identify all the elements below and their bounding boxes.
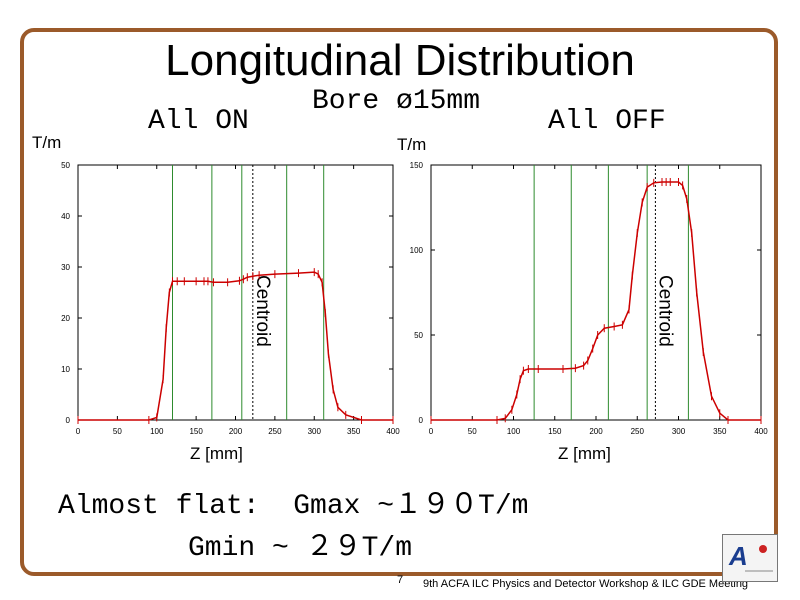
slide-title: Longitudinal Distribution — [165, 36, 635, 85]
footer-text: 9th ACFA ILC Physics and Detector Worksh… — [423, 578, 749, 590]
left-xtick-label: 100 — [150, 427, 164, 436]
left-xtick-label: 150 — [189, 427, 203, 436]
right-chart: 0 50 100 150 0 50 100 150 200 250 300 350 400 Centroi… — [410, 161, 769, 436]
summary-line-1: Almost flat: Gmax ~１９０T/m — [58, 491, 529, 522]
summary-line-2: Gmin ~ ２９T/m — [188, 533, 413, 564]
right-ytick-label: 100 — [410, 246, 424, 255]
right-xtick-label: 0 — [429, 427, 434, 436]
right-ytick-label: 50 — [414, 331, 423, 340]
page-number: 7 — [397, 574, 404, 586]
label-all-off: All OFF — [548, 106, 666, 137]
left-xtick-label: 300 — [308, 427, 322, 436]
right-xtick-label: 200 — [589, 427, 603, 436]
left-centroid-label: Centroid — [252, 275, 273, 347]
left-xtick-label: 0 — [76, 427, 81, 436]
left-ytick-label: 10 — [61, 365, 70, 374]
right-chart-xlabel: Z [mm] — [558, 444, 611, 463]
right-xtick-label: 350 — [713, 427, 727, 436]
left-ytick-label: 30 — [61, 263, 70, 272]
left-ytick-label: 0 — [66, 416, 71, 425]
left-xtick-label: 50 — [113, 427, 122, 436]
right-xtick-label: 150 — [548, 427, 562, 436]
left-xtick-label: 350 — [347, 427, 361, 436]
left-series-line — [78, 271, 393, 421]
left-chart: 0 10 20 30 40 50 0 50 100 150 200 250 300 350 400 Centr… — [61, 161, 400, 436]
acfa-logo: A — [722, 534, 778, 582]
right-series-line — [431, 181, 761, 421]
svg-text:A: A — [728, 541, 748, 571]
right-ytick-label: 150 — [410, 161, 424, 170]
right-xtick-label: 250 — [631, 427, 645, 436]
right-xtick-label: 300 — [672, 427, 686, 436]
left-plot-frame — [77, 164, 394, 421]
right-ytick-label: 0 — [419, 416, 424, 425]
right-xtick-label: 100 — [507, 427, 521, 436]
left-ytick-label: 20 — [61, 314, 70, 323]
left-ytick-label: 40 — [61, 212, 70, 221]
right-xtick-label: 400 — [754, 427, 768, 436]
slide-frame — [20, 28, 778, 576]
label-bore: Bore ø15mm — [312, 86, 481, 117]
right-centroid-label: Centroid — [654, 275, 675, 347]
left-xtick-label: 200 — [229, 427, 243, 436]
left-xtick-label: 250 — [268, 427, 282, 436]
left-chart-ylabel: T/m — [32, 133, 62, 152]
label-all-on: All ON — [148, 106, 249, 137]
right-chart-ylabel: T/m — [397, 135, 427, 154]
right-plot-frame — [430, 164, 762, 421]
left-xtick-label: 400 — [386, 427, 400, 436]
right-xtick-label: 50 — [468, 427, 477, 436]
left-ytick-label: 50 — [61, 161, 70, 170]
left-chart-xlabel: Z [mm] — [190, 444, 243, 463]
